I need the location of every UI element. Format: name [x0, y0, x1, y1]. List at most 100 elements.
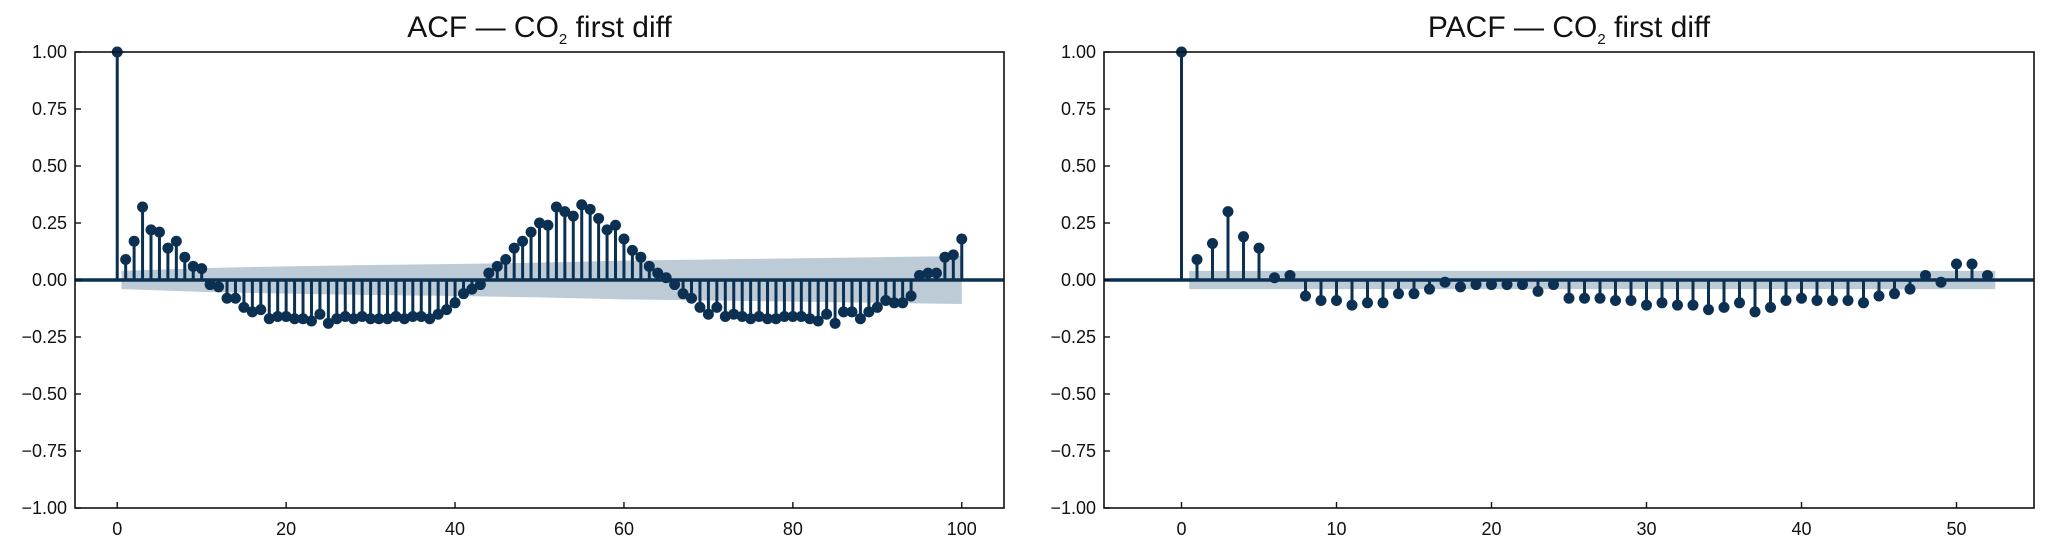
point-lag-20 — [1486, 279, 1497, 291]
point-lag-7 — [170, 235, 182, 247]
point-lag-45 — [1873, 290, 1885, 302]
y-tick-label: −1.00 — [21, 498, 67, 518]
x-tick-label: 50 — [1946, 519, 1966, 539]
point-lag-12 — [1362, 297, 1373, 309]
point-lag-36 — [415, 310, 427, 322]
point-lag-100 — [956, 233, 968, 245]
point-lag-16 — [246, 306, 258, 318]
point-lag-50 — [534, 217, 545, 229]
point-lag-34 — [1703, 304, 1714, 316]
point-lag-26 — [1579, 292, 1590, 304]
point-lag-54 — [567, 210, 579, 222]
y-tick-label: 1.00 — [32, 42, 67, 62]
point-lag-40 — [1796, 292, 1807, 304]
point-lag-92 — [888, 297, 900, 309]
point-lag-2 — [1207, 238, 1218, 250]
point-lag-44 — [483, 267, 495, 279]
point-lag-6 — [162, 242, 174, 254]
point-lag-99 — [947, 249, 959, 261]
point-lag-5 — [153, 226, 165, 238]
point-lag-10 — [196, 263, 208, 275]
point-lag-34 — [398, 313, 410, 325]
point-lag-29 — [1625, 295, 1637, 307]
point-lag-41 — [457, 288, 469, 300]
point-lag-56 — [584, 203, 596, 215]
point-lag-12 — [213, 281, 225, 293]
point-lag-4 — [145, 224, 157, 236]
point-lag-9 — [187, 260, 199, 272]
chart-title-tail: first diff — [1606, 11, 1711, 44]
point-lag-47 — [1904, 283, 1916, 295]
point-lag-67 — [677, 288, 689, 300]
point-lag-11 — [204, 279, 216, 291]
x-tick-label: 0 — [112, 519, 122, 539]
point-lag-91 — [880, 295, 892, 307]
chart-title-subscript: 2 — [559, 31, 567, 48]
point-lag-45 — [491, 260, 503, 272]
point-lag-41 — [1811, 295, 1823, 307]
point-lag-22 — [297, 313, 309, 325]
point-lag-5 — [1253, 242, 1265, 254]
point-lag-85 — [829, 317, 841, 329]
point-lag-95 — [914, 269, 926, 281]
point-lag-13 — [1377, 297, 1389, 309]
point-lag-21 — [289, 313, 301, 325]
point-lag-71 — [711, 301, 723, 313]
point-lag-55 — [576, 199, 588, 211]
point-lag-46 — [500, 253, 512, 265]
point-lag-88 — [854, 313, 866, 325]
x-tick-label: 80 — [783, 519, 803, 539]
point-lag-51 — [542, 219, 554, 231]
point-lag-86 — [838, 306, 850, 318]
point-lag-43 — [1842, 295, 1854, 307]
y-tick-label: −0.50 — [1050, 384, 1096, 404]
point-lag-49 — [525, 226, 537, 238]
x-tick-label: 60 — [614, 519, 634, 539]
y-tick-label: 0.75 — [32, 99, 67, 119]
point-lag-98 — [939, 251, 951, 263]
chart-title-main: PACF — CO — [1428, 11, 1597, 44]
point-lag-14 — [1393, 288, 1404, 300]
point-lag-10 — [1331, 295, 1342, 307]
point-lag-90 — [871, 301, 883, 313]
point-lag-18 — [263, 313, 275, 325]
point-lag-19 — [272, 310, 284, 322]
chart-title: ACF — CO2 first diff — [407, 11, 672, 48]
point-lag-30 — [1641, 299, 1652, 311]
point-lag-75 — [745, 313, 757, 325]
y-tick-label: 0.25 — [32, 213, 67, 233]
point-lag-73 — [728, 308, 740, 320]
point-lag-25 — [1563, 292, 1575, 304]
chart-title-subscript: 2 — [1597, 31, 1605, 48]
point-lag-93 — [897, 297, 909, 309]
point-lag-1 — [120, 253, 132, 265]
point-lag-19 — [1470, 279, 1482, 291]
point-lag-32 — [381, 313, 393, 325]
point-lag-50 — [1951, 258, 1962, 270]
point-lag-84 — [821, 308, 833, 320]
point-lag-39 — [441, 304, 453, 316]
point-lag-81 — [795, 310, 807, 322]
point-lag-31 — [373, 313, 385, 325]
point-lag-23 — [305, 315, 317, 327]
y-tick-label: 0.00 — [32, 270, 67, 290]
point-lag-74 — [736, 310, 748, 322]
point-lag-77 — [762, 313, 774, 325]
point-lag-14 — [229, 292, 241, 304]
point-lag-57 — [593, 212, 605, 224]
point-lag-16 — [1424, 283, 1435, 295]
point-lag-22 — [1517, 279, 1528, 291]
point-lag-15 — [238, 301, 250, 313]
point-lag-38 — [432, 308, 444, 320]
point-lag-38 — [1765, 301, 1776, 313]
point-lag-27 — [339, 310, 351, 322]
point-lag-39 — [1780, 295, 1792, 307]
point-lag-1 — [1191, 253, 1203, 265]
point-lag-59 — [610, 219, 622, 231]
point-lag-78 — [770, 313, 782, 325]
point-lag-2 — [128, 235, 140, 247]
point-lag-33 — [390, 310, 402, 322]
point-lag-46 — [1889, 288, 1900, 300]
point-lag-11 — [1346, 299, 1358, 311]
point-lag-69 — [694, 301, 706, 313]
